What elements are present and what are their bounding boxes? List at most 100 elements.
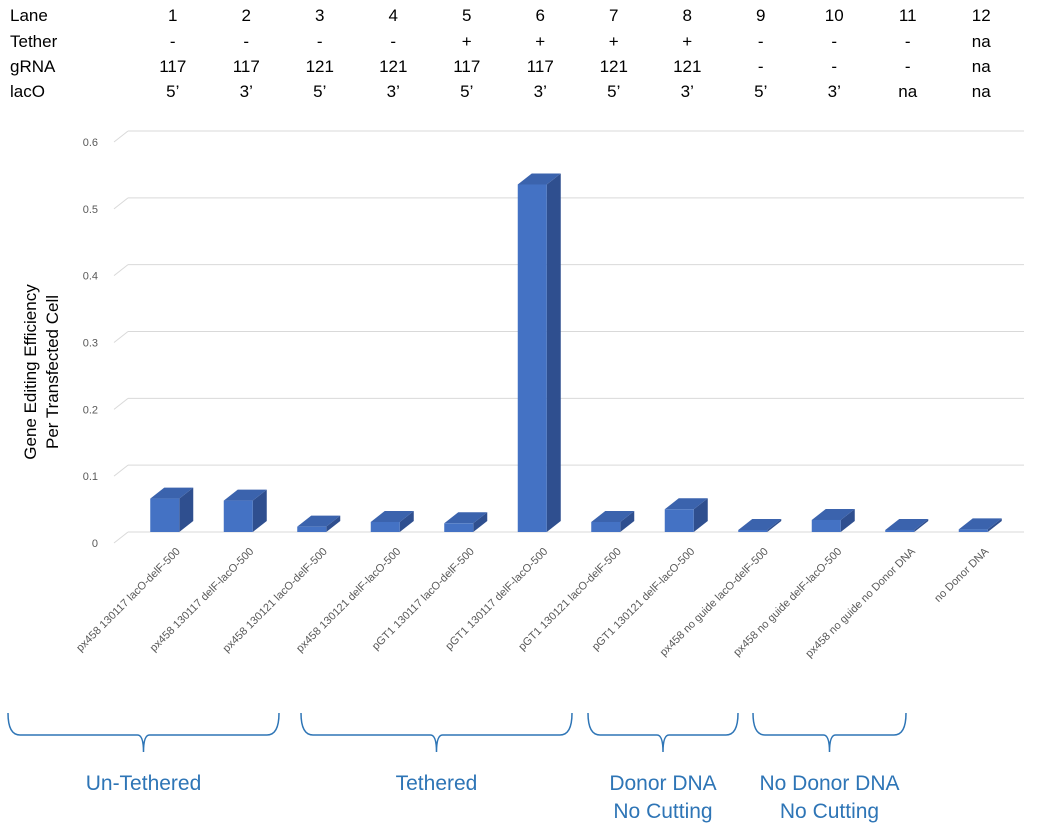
y-tick-label: 0.3 bbox=[83, 338, 98, 350]
info-cell: 3’ bbox=[827, 82, 841, 101]
bar-top bbox=[958, 518, 1002, 530]
info-cell: 4 bbox=[388, 6, 398, 25]
info-cell: 5’ bbox=[313, 82, 327, 101]
bar-top bbox=[811, 508, 855, 520]
bar-side bbox=[473, 512, 488, 532]
bar bbox=[370, 521, 400, 532]
info-row-label: Tether bbox=[10, 32, 58, 51]
bar-side bbox=[840, 508, 855, 532]
bar-side bbox=[914, 519, 929, 532]
grid-slant bbox=[113, 197, 129, 210]
bar bbox=[958, 529, 988, 532]
group-label-line: No Cutting bbox=[779, 800, 880, 823]
bar-top bbox=[591, 510, 635, 522]
info-cell: 3’ bbox=[239, 82, 253, 101]
group-label-line: Un-Tethered bbox=[85, 772, 202, 795]
info-cell: 117 bbox=[232, 57, 260, 76]
group-brace bbox=[300, 712, 573, 753]
info-cell: 121 bbox=[379, 57, 408, 76]
y-tick-label: 0.6 bbox=[83, 137, 98, 149]
info-cell: 9 bbox=[756, 6, 766, 25]
info-cell: 3’ bbox=[533, 82, 547, 101]
bar bbox=[664, 509, 694, 532]
bar bbox=[444, 523, 474, 532]
group-label: Tethered bbox=[396, 770, 478, 798]
info-cell: - bbox=[757, 57, 764, 76]
info-cell: 2 bbox=[241, 6, 251, 25]
bar-top bbox=[150, 487, 194, 499]
info-cell: - bbox=[390, 32, 397, 51]
info-cell: 7 bbox=[609, 6, 619, 25]
bar-top bbox=[738, 519, 782, 530]
info-cell: 121 bbox=[305, 57, 334, 76]
bar bbox=[223, 500, 253, 532]
info-cell: na bbox=[898, 82, 918, 101]
info-cell: - bbox=[243, 32, 250, 51]
bar-side bbox=[693, 498, 708, 532]
group-label: Donor DNA No Cutting bbox=[609, 770, 716, 826]
grid-slant bbox=[113, 130, 129, 143]
info-cell: 3’ bbox=[680, 82, 694, 101]
info-row-label: lacO bbox=[10, 82, 45, 101]
bar bbox=[738, 530, 768, 532]
group-label-line: Tethered bbox=[395, 772, 478, 795]
info-cell: 121 bbox=[599, 57, 628, 76]
y-axis-label: Gene Editing Efficiency bbox=[21, 284, 40, 460]
group-label: Un-Tethered bbox=[86, 770, 202, 798]
info-cell: 3 bbox=[315, 6, 325, 25]
bar-side bbox=[620, 510, 635, 532]
bar-top bbox=[297, 515, 341, 527]
y-tick-label: 0 bbox=[92, 538, 98, 550]
y-tick-label: 0.1 bbox=[83, 471, 98, 483]
info-cell: - bbox=[831, 32, 838, 51]
y-tick-label: 0.2 bbox=[83, 404, 98, 416]
info-cell: 117 bbox=[526, 57, 554, 76]
bar bbox=[297, 526, 327, 532]
group-brace bbox=[752, 712, 907, 753]
bar-top bbox=[517, 173, 561, 185]
y-tick-label: 0.4 bbox=[83, 271, 98, 283]
bar-top bbox=[885, 519, 929, 530]
bar-side bbox=[252, 489, 267, 532]
info-cell: 121 bbox=[673, 57, 702, 76]
x-tick-label: no Donor DNA bbox=[932, 545, 992, 605]
info-cell: - bbox=[831, 57, 838, 76]
grid-slant bbox=[113, 264, 129, 277]
bar-side bbox=[767, 519, 782, 532]
info-cell: 5’ bbox=[754, 82, 768, 101]
bar-top bbox=[664, 498, 708, 510]
info-cell: - bbox=[757, 32, 764, 51]
info-cell: 5’ bbox=[607, 82, 621, 101]
info-cell: 5 bbox=[462, 6, 472, 25]
group-label-line: Donor DNA bbox=[609, 772, 717, 795]
y-axis-label: Per Transfected Cell bbox=[43, 295, 62, 449]
info-cell: 11 bbox=[898, 6, 917, 25]
info-cell: 10 bbox=[824, 6, 844, 25]
bar bbox=[517, 184, 547, 532]
info-cell: - bbox=[904, 57, 911, 76]
info-cell: na bbox=[971, 57, 991, 76]
info-row-label: Lane bbox=[10, 6, 48, 25]
info-cell: 1 bbox=[168, 6, 178, 25]
info-cell: + bbox=[535, 32, 546, 51]
info-cell: - bbox=[904, 32, 911, 51]
info-cell: - bbox=[316, 32, 323, 51]
group-brace bbox=[587, 712, 739, 753]
grid-slant bbox=[113, 531, 129, 544]
bar bbox=[811, 519, 841, 532]
grid-slant bbox=[113, 397, 129, 410]
info-cell: 117 bbox=[453, 57, 481, 76]
info-cell: + bbox=[608, 32, 619, 51]
info-cell: 5’ bbox=[460, 82, 474, 101]
grid-slant bbox=[113, 464, 129, 477]
info-cell: 117 bbox=[159, 57, 187, 76]
grid-slant bbox=[113, 331, 129, 343]
bar bbox=[591, 521, 621, 532]
info-cell: na bbox=[971, 82, 991, 101]
group-brace bbox=[7, 712, 280, 753]
info-cell: + bbox=[682, 32, 693, 51]
bar bbox=[885, 530, 915, 532]
info-cell: 6 bbox=[535, 6, 545, 25]
